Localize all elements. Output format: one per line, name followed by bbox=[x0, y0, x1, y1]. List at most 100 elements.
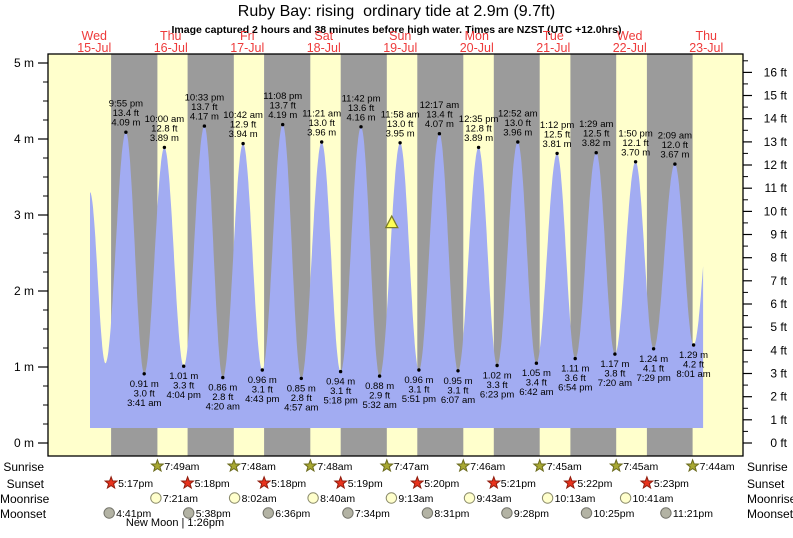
tide-annotation-low: 1.05 m3.4 ft6:42 am bbox=[519, 361, 554, 398]
sunset-entry: 5:17pm bbox=[103, 475, 153, 490]
y-axis-label-m: 2 m bbox=[14, 284, 34, 298]
tide-extreme-dot bbox=[221, 375, 225, 380]
sunrise-time: 7:49am bbox=[164, 461, 199, 473]
moonset-time: 8:31pm bbox=[434, 508, 469, 520]
tide-annotation-line: 3.96 m bbox=[503, 128, 532, 139]
tide-annotation-line: 4.2 ft bbox=[683, 359, 704, 370]
tide-extreme-dot bbox=[142, 372, 146, 376]
moonset-time: 6:36pm bbox=[275, 508, 310, 520]
tide-annotation-line: 13.4 ft bbox=[426, 110, 453, 121]
tide-extreme-dot bbox=[613, 352, 617, 356]
moonrise-icon bbox=[385, 492, 398, 504]
moonrise-entry: 8:40am bbox=[307, 492, 355, 505]
tide-annotation-line: 0.91 m bbox=[130, 379, 159, 390]
sunset-time: 5:23pm bbox=[654, 478, 689, 490]
moonset-icon bbox=[421, 507, 434, 519]
sunrise-entry: 7:48am bbox=[303, 458, 353, 473]
tide-annotation-line: 9:55 pm bbox=[109, 99, 143, 110]
day-label-weekday: Wed bbox=[82, 29, 108, 43]
tide-annotation-line: 4.19 m bbox=[268, 110, 297, 121]
tide-annotation-line: 12.5 ft bbox=[544, 129, 571, 140]
tide-annotation-line: 7:29 pm bbox=[636, 373, 670, 384]
tide-annotation-line: 6:42 am bbox=[519, 387, 553, 398]
tide-annotation-line: 1:29 am bbox=[579, 119, 613, 130]
day-label-date: 20-Jul bbox=[460, 41, 494, 55]
day-label-date: 19-Jul bbox=[383, 41, 417, 55]
tide-annotation-line: 6:23 pm bbox=[480, 389, 514, 400]
tide-annotation-line: 13.7 ft bbox=[191, 102, 218, 113]
sunset-row-label-right: Sunset bbox=[747, 477, 785, 491]
tide-annotation-line: 5:32 am bbox=[362, 400, 396, 411]
tide-annotation-line: 11:21 am bbox=[302, 109, 341, 120]
moonset-entry: 11:21pm bbox=[660, 507, 713, 520]
tide-extreme-dot bbox=[124, 130, 128, 134]
moonrise-time: 8:02am bbox=[242, 493, 277, 505]
sunrise-entry: 7:44am bbox=[685, 458, 735, 473]
tide-annotation-line: 3.67 m bbox=[660, 150, 689, 161]
tide-extreme-dot bbox=[182, 364, 186, 368]
tide-annotation-line: 13.0 ft bbox=[505, 118, 532, 129]
moonrise-entry: 9:13am bbox=[385, 492, 434, 505]
y-axis-label-ft: 10 ft bbox=[764, 204, 788, 218]
sunset-time: 5:22pm bbox=[577, 478, 612, 490]
tide-annotation-line: 3.8 ft bbox=[604, 369, 625, 380]
tide-annotation-line: 12:17 am bbox=[420, 100, 460, 111]
tide-annotation-line: 5:51 pm bbox=[402, 394, 436, 405]
tide-annotation-line: 7:20 am bbox=[598, 378, 632, 389]
tide-annotation-line: 1.29 m bbox=[679, 350, 708, 361]
sunset-entry: 5:18pm bbox=[180, 475, 230, 490]
tide-annotation-line: 3.89 m bbox=[150, 133, 179, 144]
sunset-time: 5:21pm bbox=[501, 478, 536, 490]
tide-annotation-line: 5:18 pm bbox=[323, 396, 357, 407]
tide-extreme-dot bbox=[437, 132, 442, 136]
sunset-icon bbox=[639, 475, 655, 490]
moonset-icon bbox=[103, 507, 115, 519]
tide-annotation-line: 0.96 m bbox=[248, 375, 277, 386]
tide-annotation-low: 1.11 m3.6 ft6:54 pm bbox=[558, 356, 592, 394]
tide-extreme-dot bbox=[299, 376, 303, 381]
new-moon-label: New Moon | 1:26pm bbox=[125, 517, 225, 529]
tide-annotation-line: 1.24 m bbox=[639, 354, 668, 365]
sunrise-row-label-right: Sunrise bbox=[747, 460, 788, 474]
sunrise-time: 7:48am bbox=[241, 461, 276, 473]
tide-extreme-dot bbox=[320, 140, 324, 144]
tide-extreme-dot bbox=[359, 125, 363, 129]
tide-annotation-line: 4.09 m bbox=[111, 118, 140, 129]
tide-annotation-line: 0.85 m bbox=[287, 383, 316, 394]
tide-annotation-line: 6:07 am bbox=[441, 395, 475, 406]
moonrise-time: 10:41am bbox=[633, 493, 674, 505]
tide-extreme-dot bbox=[241, 141, 245, 146]
sunrise-entry: 7:45am bbox=[608, 458, 658, 473]
tide-annotation-line: 3.0 ft bbox=[134, 388, 155, 399]
tide-annotation-line: 12:35 pm bbox=[459, 114, 499, 125]
tide-annotation-low: 1.24 m4.1 ft7:29 pm bbox=[636, 347, 671, 384]
tide-annotation-line: 3.3 ft bbox=[487, 380, 508, 391]
sunset-icon bbox=[256, 475, 272, 490]
moonrise-entry: 8:02am bbox=[228, 492, 277, 505]
moonrise-time: 9:43am bbox=[476, 493, 511, 505]
y-axis-label-ft: 2 ft bbox=[770, 390, 787, 404]
tide-annotation-line: 1.01 m bbox=[169, 371, 198, 382]
tide-annotation-low: 0.85 m2.8 ft4:57 am bbox=[284, 376, 319, 413]
tide-annotation-line: 3.89 m bbox=[464, 133, 493, 144]
y-axis-label-ft: 9 ft bbox=[770, 228, 787, 242]
day-label-weekday: Tue bbox=[543, 29, 564, 43]
sunrise-icon bbox=[456, 458, 471, 473]
y-axis-label-ft: 5 ft bbox=[770, 320, 787, 334]
tide-annotation-line: 4.17 m bbox=[190, 112, 219, 123]
day-label-date: 23-Jul bbox=[689, 41, 723, 55]
tide-annotation-line: 3.3 ft bbox=[173, 381, 194, 392]
tide-annotation-line: 2.8 ft bbox=[291, 393, 312, 404]
sunrise-entry: 7:45am bbox=[532, 458, 582, 473]
tide-extreme-dot bbox=[476, 145, 481, 150]
day-label-weekday: Thu bbox=[160, 29, 182, 43]
